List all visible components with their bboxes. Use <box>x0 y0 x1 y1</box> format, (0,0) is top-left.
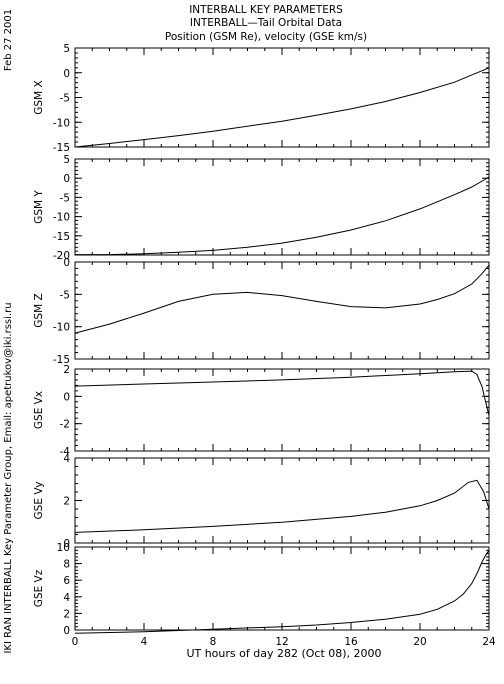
y-tick-label: 0 <box>63 173 70 185</box>
y-tick-label: 0 <box>63 391 70 403</box>
y-tick-label: 10 <box>57 542 70 554</box>
series-line-gsm-y <box>75 176 490 256</box>
y-tick-label: 0 <box>63 257 70 269</box>
y-tick-label: 8 <box>63 559 70 571</box>
y-axis-label: GSM Y <box>33 190 45 224</box>
y-tick-label: -10 <box>53 322 70 334</box>
header-line-1: INTERBALL KEY PARAMETERS <box>189 4 343 16</box>
y-tick-label: 2 <box>63 364 70 376</box>
y-tick-label: -4 <box>60 446 71 458</box>
y-tick-label: -10 <box>53 117 70 129</box>
x-tick-label: 4 <box>141 636 148 648</box>
series-line-gse-vz <box>74 550 490 634</box>
series-line-gse-vx <box>74 370 490 416</box>
y-tick-label: -5 <box>60 192 70 204</box>
y-tick-label: 6 <box>63 575 70 587</box>
series-line-gsm-x <box>74 67 490 148</box>
y-tick-label: 2 <box>63 608 70 620</box>
x-tick-label: 12 <box>275 636 288 648</box>
y-tick-label: -20 <box>53 250 70 262</box>
y-tick-label: -10 <box>53 212 70 224</box>
y-tick-label: -15 <box>53 354 70 366</box>
x-axis-label: UT hours of day 282 (Oct 08), 2000 <box>186 647 381 660</box>
y-tick-label: -5 <box>60 93 70 105</box>
y-axis-label: GSM Z <box>33 293 45 327</box>
x-tick-label: 8 <box>210 636 217 648</box>
x-tick-label: 20 <box>413 636 426 648</box>
header-line-3: Position (GSM Re), velocity (GSE km/s) <box>165 31 367 43</box>
x-tick-label: 0 <box>72 636 79 648</box>
panel-gsm-x: 5 0 -5 -10 -15 GSM X <box>33 43 490 154</box>
x-tick-label: 24 <box>482 636 496 648</box>
series-line-gsm-z <box>74 264 490 334</box>
y-axis-label: GSM X <box>33 80 45 114</box>
credit-text: IKI RAN INTERBALL Key Parameter Group, E… <box>3 302 14 653</box>
x-tick-label: 16 <box>344 636 358 648</box>
y-axis-label: GSE Vy <box>33 482 45 520</box>
y-axis-label: GSE Vx <box>33 391 45 429</box>
panel-gse-vz: 10 8 6 4 2 0 GSE Vz <box>33 542 490 637</box>
panel-gsm-z: 0 -5 -10 -15 GSM Z <box>33 257 490 366</box>
y-tick-label: 4 <box>63 592 70 604</box>
y-tick-label: 2 <box>63 496 70 508</box>
panel-gsm-y: 5 0 -5 -10 -15 -20 GSM Y <box>33 154 490 262</box>
y-tick-label: 0 <box>63 538 70 550</box>
y-tick-label: -2 <box>60 419 70 431</box>
panel-gse-vx: 2 0 -2 -4 GSE Vx <box>33 364 490 458</box>
y-tick-label: -5 <box>60 289 70 301</box>
y-tick-label: -15 <box>53 231 70 243</box>
y-tick-label: 0 <box>63 625 70 637</box>
y-tick-label: 4 <box>63 453 70 465</box>
y-tick-label: 5 <box>63 43 70 55</box>
panel-gse-vy: 4 2 0 GSE Vy <box>33 453 490 550</box>
header-line-2: INTERBALL—Tail Orbital Data <box>190 17 342 29</box>
series-line-gse-vy <box>74 479 490 533</box>
y-tick-label: 5 <box>63 154 70 166</box>
date-stamp: Feb 27 2001 <box>3 9 14 71</box>
x-axis-group: 0 4 8 12 16 20 24 <box>72 636 496 648</box>
y-tick-label: 0 <box>63 68 70 80</box>
y-axis-label: GSE Vz <box>33 569 45 607</box>
y-tick-label: -15 <box>53 142 70 154</box>
